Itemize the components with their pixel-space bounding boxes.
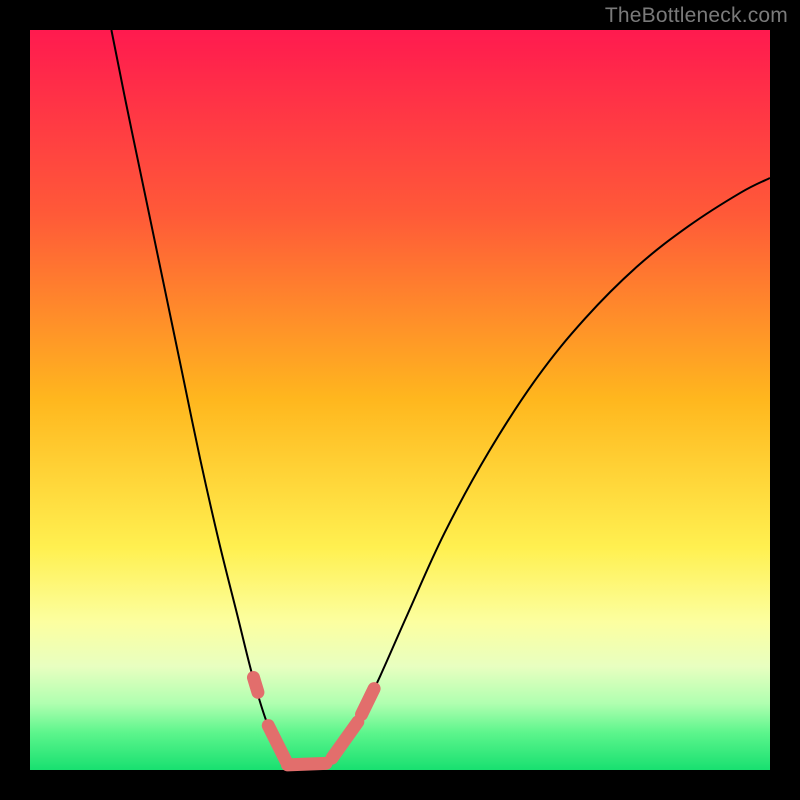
- curve-left-branch: [111, 30, 300, 768]
- curve-layer: [30, 30, 770, 770]
- overlay-segments: [253, 678, 374, 765]
- watermark-text: TheBottleneck.com: [605, 4, 788, 28]
- overlay-segment: [332, 722, 358, 758]
- overlay-segment: [288, 763, 326, 764]
- curve-right-branch: [300, 178, 770, 768]
- overlay-segment: [362, 689, 375, 715]
- plot-background: [30, 30, 770, 770]
- overlay-segment: [268, 726, 286, 762]
- overlay-segment: [253, 678, 257, 693]
